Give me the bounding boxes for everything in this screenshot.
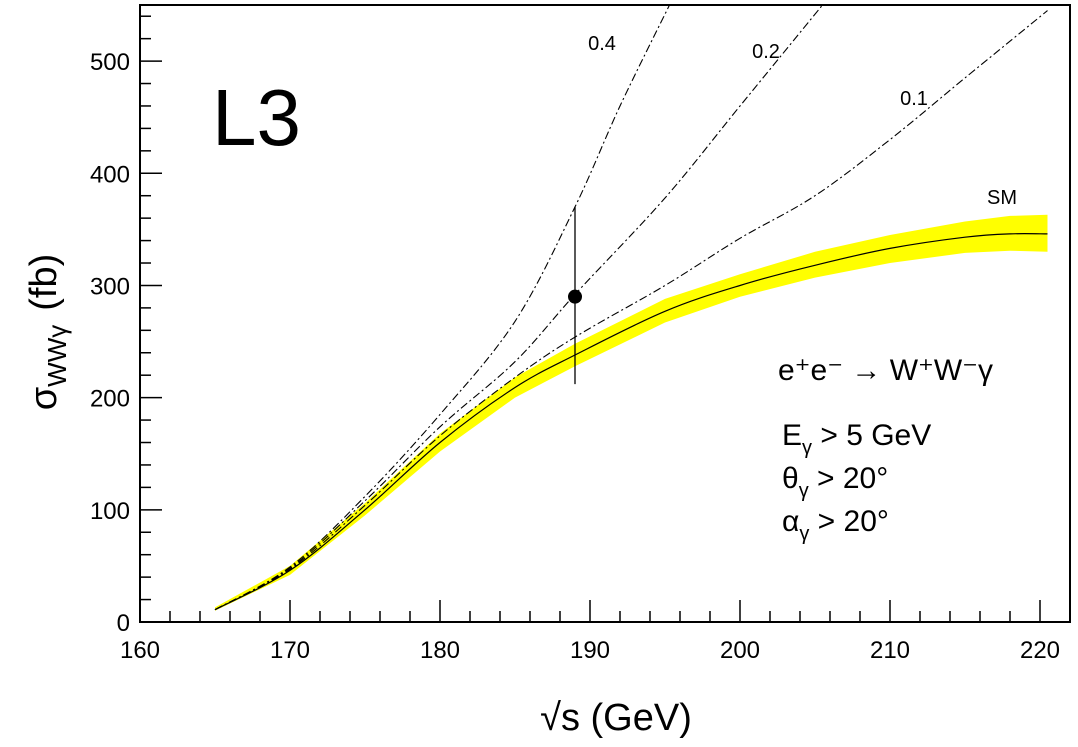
cut-subscript: γ <box>802 437 812 459</box>
x-tick-label: 200 <box>720 637 760 664</box>
x-tick-label: 180 <box>420 637 460 664</box>
cut-variable: θ <box>782 462 799 495</box>
cut-value: > 20° <box>809 462 889 495</box>
cut-value: > 5 GeV <box>812 419 931 452</box>
data-point-marker <box>568 289 582 304</box>
y-tick-label: 100 <box>90 498 130 525</box>
x-tick-label: 170 <box>270 637 310 664</box>
y-axis-subscript: WWγ <box>42 325 72 387</box>
cut-value: > 20° <box>809 505 889 538</box>
x-tick-label: 220 <box>1020 637 1060 664</box>
y-tick-label: 0 <box>117 610 130 637</box>
x-tick-label: 210 <box>870 637 910 664</box>
curve-label-0-2: 0.2 <box>752 41 780 63</box>
cut-label: αγ > 20° <box>782 505 889 545</box>
cut-label: θγ > 20° <box>782 462 888 502</box>
y-axis-symbol: σ <box>23 387 65 410</box>
curve-SM <box>214 233 1048 611</box>
tick-layer: 160 170 180 190 200 210 220 0 100 200 300 400 500 <box>90 15 1071 664</box>
y-tick-label: 200 <box>90 386 130 413</box>
cut-subscript: γ <box>799 523 809 545</box>
y-tick-label: 400 <box>90 161 130 188</box>
process-label: e⁺e⁻ → W⁺W⁻γ <box>778 354 993 387</box>
y-axis-title: σWWγ (fb) <box>23 254 72 411</box>
cut-label: Eγ > 5 GeV <box>782 419 931 459</box>
x-tick-label: 160 <box>120 637 160 664</box>
cut-variable: α <box>782 505 799 538</box>
y-axis-unit: (fb) <box>23 254 65 311</box>
cut-variable: E <box>782 419 802 452</box>
curve-0-4 <box>214 5 670 611</box>
experiment-label: L3 <box>212 73 301 162</box>
curve-label-0-1: 0.1 <box>900 88 928 110</box>
data-point-layer <box>568 206 582 385</box>
sm-uncertainty-band-layer <box>215 214 1048 611</box>
sm-uncertainty-band <box>215 214 1048 611</box>
curve-label-0-4: 0.4 <box>588 33 616 55</box>
curve-layer: SM 0.1 0.2 0.4 <box>214 5 1048 611</box>
curve-label-SM: SM <box>987 187 1017 209</box>
x-axis-title: √s (GeV) <box>540 697 692 739</box>
curve-0-2 <box>214 5 823 611</box>
curve-0-1 <box>214 10 1048 611</box>
y-tick-label: 500 <box>90 49 130 76</box>
x-tick-label: 190 <box>570 637 610 664</box>
y-tick-label: 300 <box>90 273 130 300</box>
cut-subscript: γ <box>799 480 809 502</box>
plot-frame <box>139 4 1071 623</box>
